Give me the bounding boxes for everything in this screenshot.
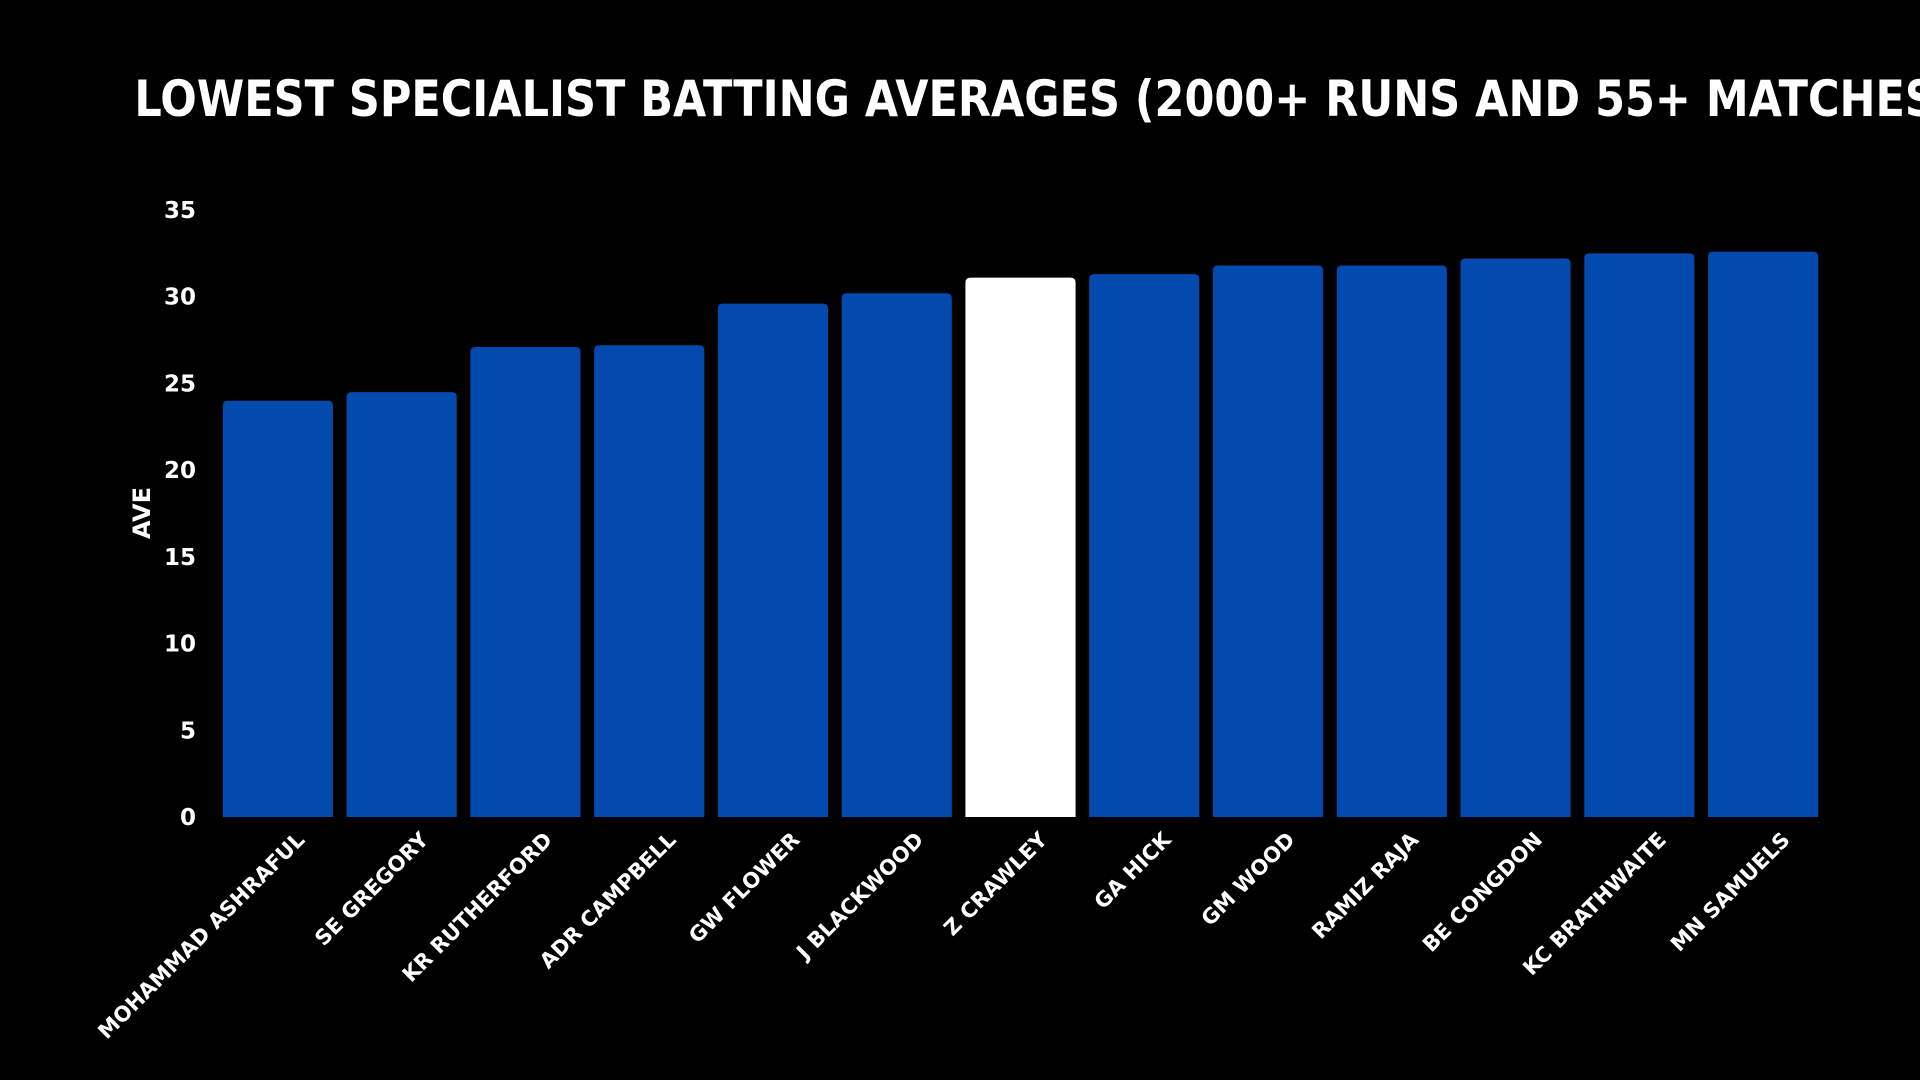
x-category-label: GA HICK (1090, 827, 1177, 914)
x-category-label: Z CRAWLEY (939, 827, 1052, 940)
x-category-label: ADR CAMPBELL (535, 828, 681, 974)
bar-ramiz-raja (1336, 265, 1447, 817)
bar-kr-rutherford (470, 347, 581, 817)
bar-mn-samuels (1708, 251, 1819, 817)
bar-kc-brathwaite (1584, 253, 1695, 817)
x-category-label: GW FLOWER (684, 828, 804, 948)
bar-gm-wood (1212, 265, 1324, 817)
bar-adr-campbell (594, 345, 705, 817)
x-category-label: J BLACKWOOD (791, 828, 929, 966)
x-category-label: GM WOOD (1197, 828, 1300, 931)
bar-ga-hick (1089, 274, 1200, 817)
bar-mohammad-ashraful (222, 400, 333, 817)
x-category-label: RAMIZ RAJA (1307, 827, 1424, 944)
y-tick-label: 10 (164, 632, 196, 658)
bar-gw-flower (717, 303, 829, 817)
y-tick-label: 15 (164, 545, 196, 571)
y-tick-label: 35 (164, 198, 196, 224)
y-tick-label: 25 (164, 371, 196, 397)
x-category-label: MOHAMMAD ASHRAFUL (93, 828, 309, 1044)
x-category-label: MN SAMUELS (1666, 828, 1795, 957)
y-tick-label: 20 (164, 458, 196, 484)
bar-be-congdon (1460, 258, 1571, 817)
x-category-label: BE CONGDON (1418, 828, 1547, 957)
y-tick-label: 5 (180, 718, 196, 744)
bar-j-blackwood (841, 293, 952, 817)
bar-z-crawley (965, 277, 1076, 817)
y-tick-label: 30 (164, 285, 196, 311)
x-category-label: KC BRATHWAITE (1518, 828, 1671, 981)
chart-title: LOWEST SPECIALIST BATTING AVERAGES (2000… (134, 70, 1920, 128)
bar-se-gregory (346, 392, 457, 817)
y-axis-label: AVE (128, 487, 156, 539)
x-category-label: SE GREGORY (310, 827, 433, 950)
y-tick-label: 0 (180, 805, 196, 831)
